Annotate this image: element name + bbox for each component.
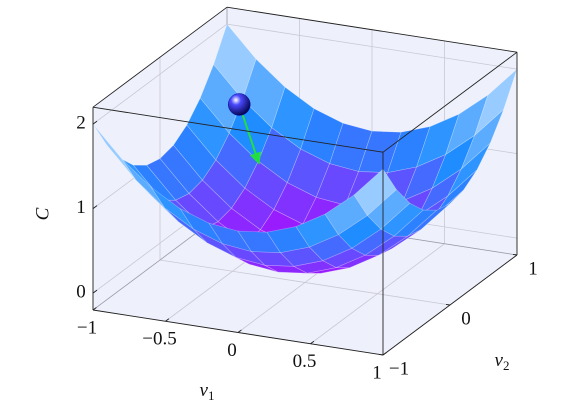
box-edge: [92, 6, 228, 108]
z-tick-label: 0: [76, 281, 86, 302]
surface-patch: [121, 158, 165, 208]
box-edge: [92, 106, 384, 153]
box-edge: [226, 6, 518, 53]
surface-patch: [150, 186, 194, 230]
y-tick-label: 0: [461, 308, 471, 329]
surface: [92, 23, 518, 274]
tick-mark: [445, 303, 451, 306]
x-axis-label-base: v: [200, 380, 209, 401]
grid-line: [159, 259, 451, 306]
x-tick-label: 0: [227, 340, 237, 361]
x-tick-label: −1: [77, 317, 97, 338]
tick-mark: [92, 120, 98, 125]
surface-patch: [366, 189, 411, 230]
y-tick-label: −1: [389, 358, 409, 379]
x-axis-label: v1: [200, 380, 215, 403]
tick-mark: [92, 307, 97, 311]
x-axis-label-sub: 1: [208, 388, 215, 403]
surface-patch: [242, 58, 286, 129]
tick-mark: [512, 253, 518, 256]
tick-mark: [382, 352, 387, 356]
y-axis-label-base: v: [495, 350, 504, 371]
ball: [228, 93, 251, 116]
tick-mark: [165, 318, 170, 322]
tick-mark: [92, 205, 98, 209]
grid-line: [226, 23, 518, 70]
y-axis-label-sub: 2: [503, 358, 510, 373]
tick-mark: [92, 289, 98, 294]
surface-patch: [393, 209, 438, 237]
y-axis-label: v2: [495, 350, 510, 373]
surface-patch: [92, 123, 136, 180]
z-tick-label: 1: [76, 197, 86, 218]
z-tick-label: 2: [76, 112, 86, 133]
box-edge: [382, 51, 518, 153]
grid-line: [92, 23, 228, 125]
y-tick-label: 1: [528, 258, 538, 279]
tick-mark: [237, 329, 242, 333]
z-axis-label: C: [32, 207, 53, 220]
surface-patch: [353, 168, 397, 216]
tick-mark: [310, 340, 315, 345]
front-frame: [92, 6, 518, 356]
x-tick-label: 0.5: [293, 351, 317, 372]
surface-patch: [407, 203, 451, 237]
x-tick-label: −0.5: [142, 329, 176, 350]
x-tick-label: 1: [372, 362, 382, 383]
tick-mark: [378, 353, 384, 356]
surface-patch: [380, 202, 424, 237]
